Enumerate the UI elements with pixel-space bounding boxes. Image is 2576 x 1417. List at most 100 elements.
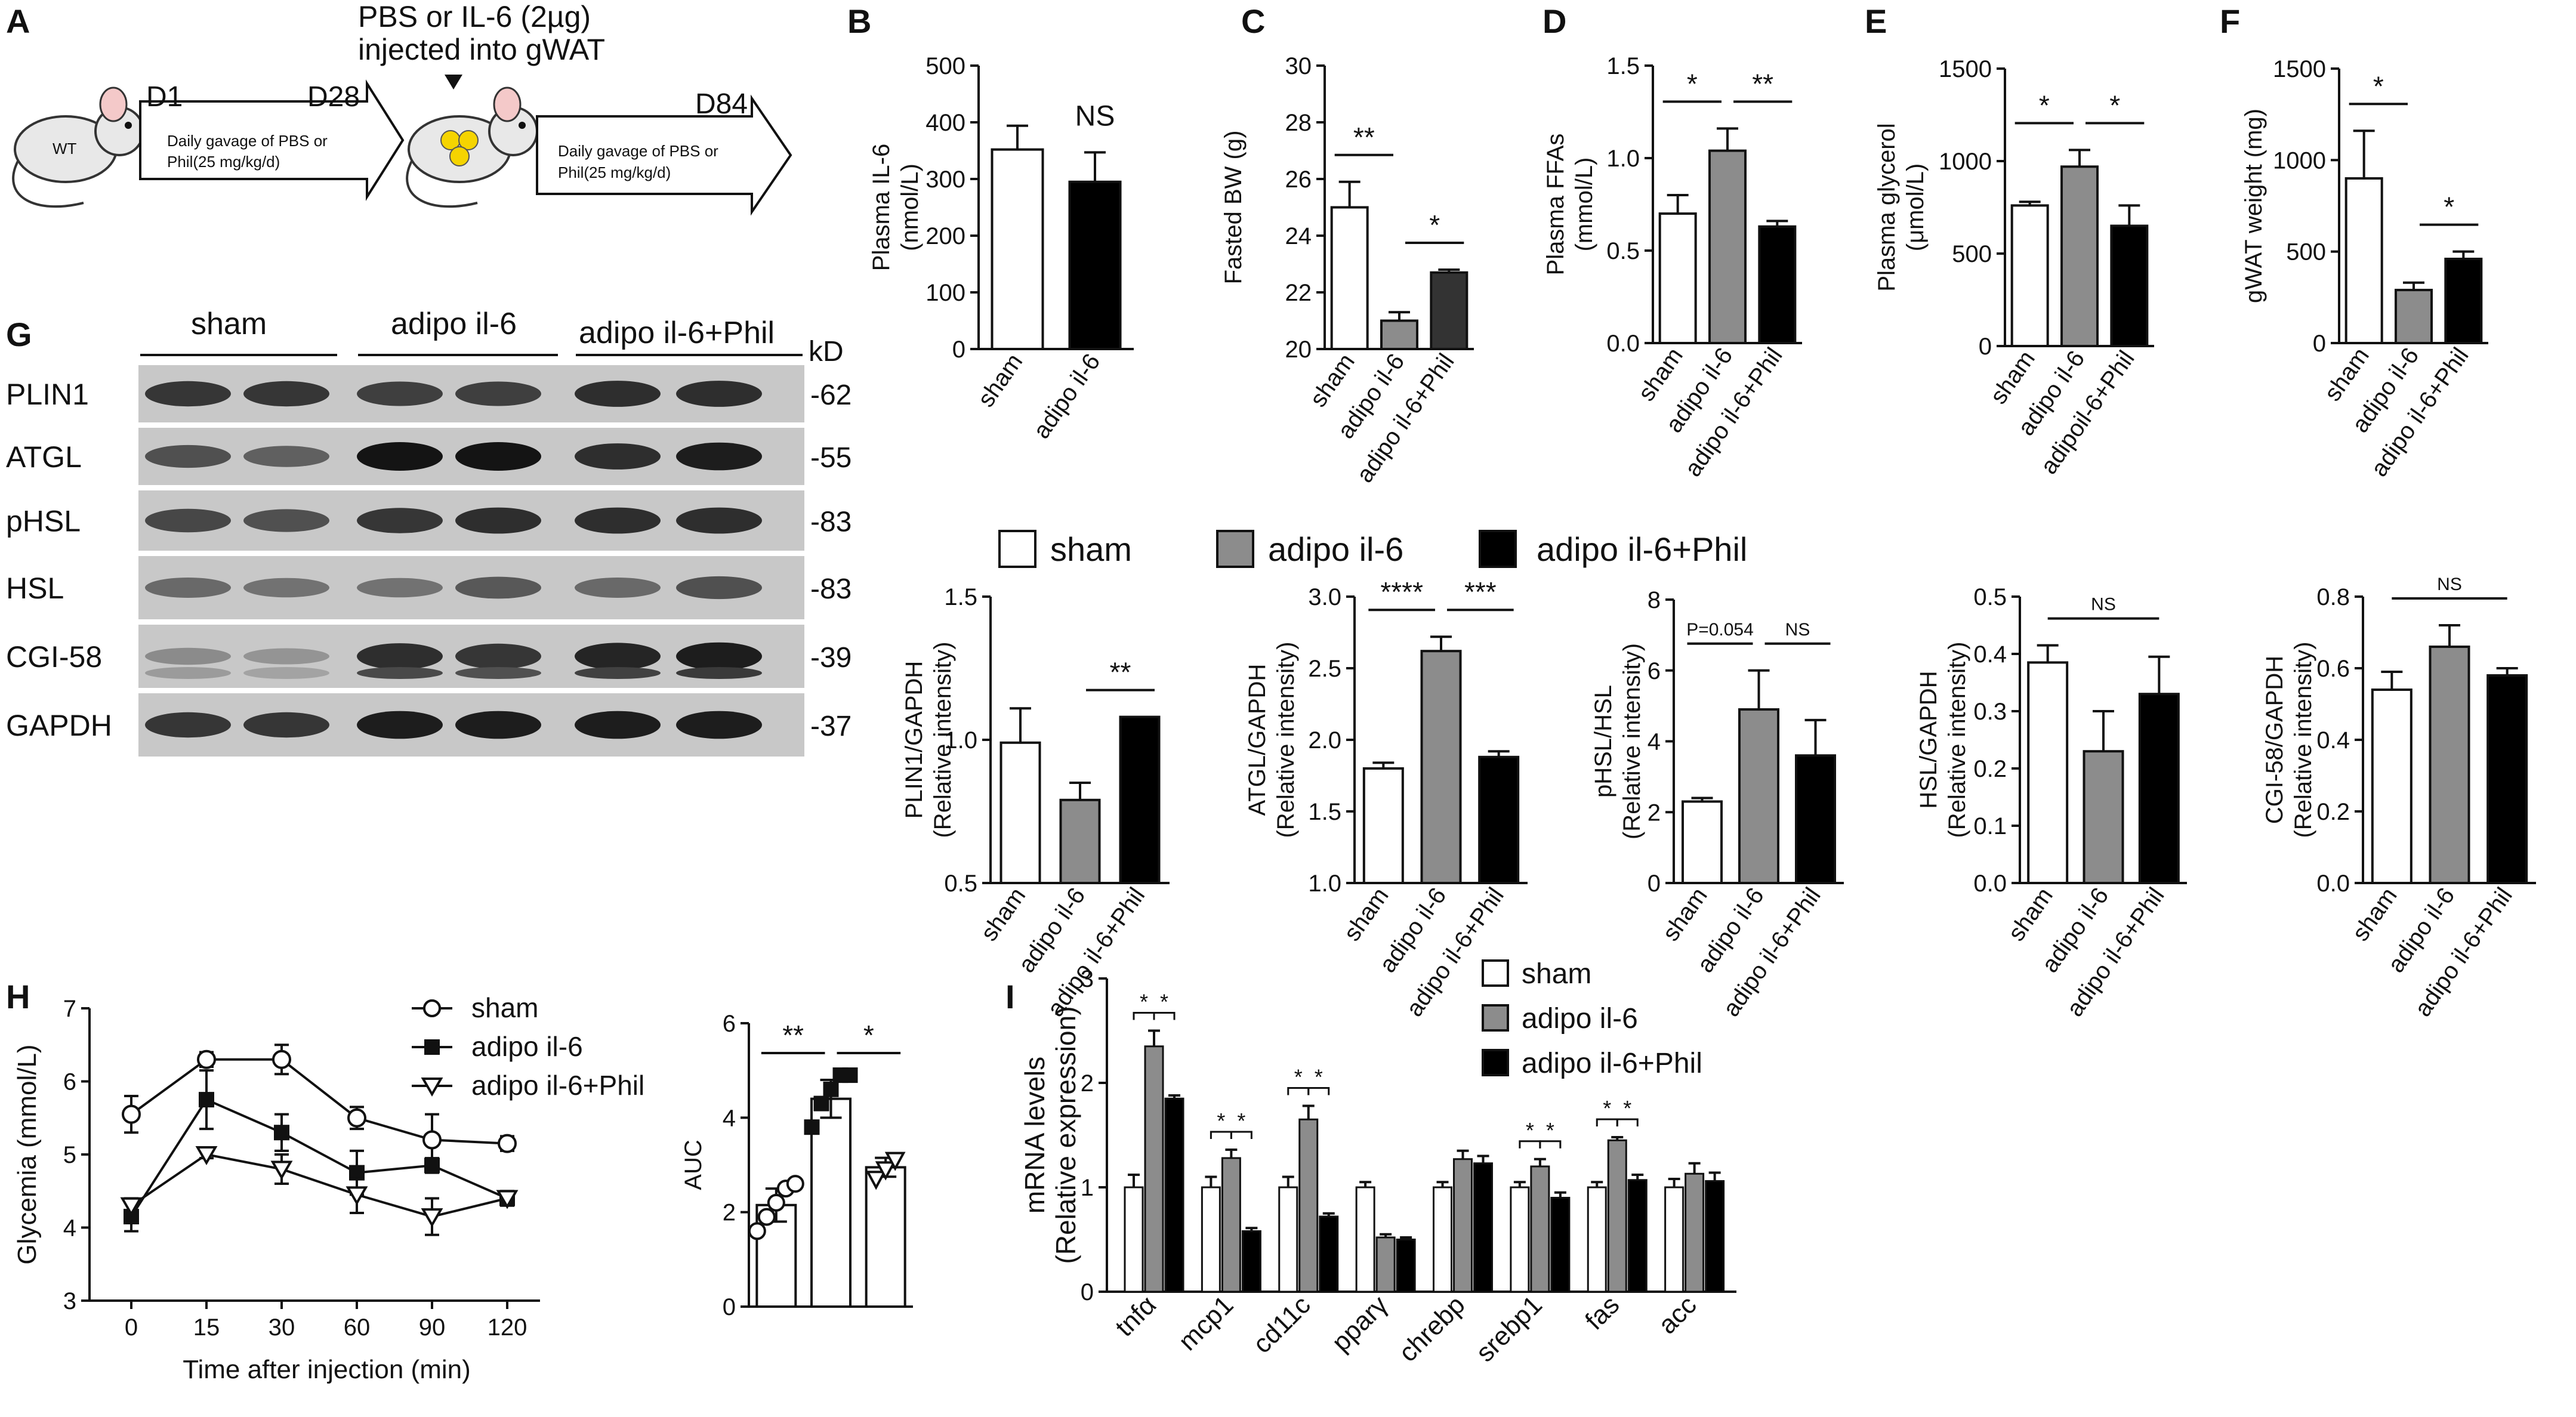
significance-label: * — [1526, 1118, 1534, 1143]
blot-band — [575, 578, 661, 598]
y-tick-label: 0 — [723, 1294, 736, 1320]
y-tick-label: 0.4 — [1973, 641, 2007, 668]
data-point — [813, 1095, 829, 1112]
legend-h: sham adipo il-6 adipo il-6+Phil — [412, 992, 644, 1101]
y-tick-label: 0 — [1648, 870, 1661, 897]
significance-bracket — [1230, 1131, 1252, 1139]
blot-band — [676, 711, 762, 739]
y-tick-label: 0.1 — [1973, 813, 2007, 839]
panel-g-blot: G sham adipo il-6 adipo il-6+Phil kD PLI… — [6, 307, 852, 759]
panel-letter-i: I — [1005, 978, 1015, 1015]
y-tick-label: 0.3 — [1973, 699, 2007, 725]
blot-band — [676, 667, 762, 679]
y-axis-label: Fasted BW (g) — [1220, 131, 1247, 285]
data-point — [122, 1104, 141, 1124]
significance-label: NS — [1785, 620, 1810, 640]
y-tick-label: 1 — [1081, 1175, 1094, 1201]
significance-label: * — [1429, 209, 1440, 240]
category-label: acc — [1653, 1290, 1702, 1339]
bar-c-2 — [1430, 271, 1469, 350]
data-point — [875, 1161, 896, 1181]
blot-band — [575, 711, 661, 739]
blot-band — [243, 667, 329, 679]
chart-b: B 0 100 200 300 400 500 Plasma IL-6 (nmol/L) sham… — [847, 2, 1134, 443]
y-tick-label: 500 — [925, 53, 965, 79]
day-label-d28: D28 — [307, 81, 360, 113]
y-tick-label: 1500 — [2273, 56, 2326, 82]
significance-label: *** — [1464, 576, 1497, 607]
category-label: sham — [1339, 883, 1394, 946]
blot-band — [455, 442, 541, 471]
panel-letter-d: D — [1542, 2, 1566, 40]
significance-label: * — [1217, 1109, 1225, 1133]
legend-i-sham: sham — [1522, 958, 1591, 990]
y-axis-label: mRNA levels — [1019, 1057, 1050, 1214]
series-line-2 — [130, 1153, 508, 1218]
blot-band — [145, 508, 231, 533]
y-axis-label: pHSL/HSL — [1590, 685, 1616, 798]
bar-i-6-2 — [1627, 1179, 1648, 1293]
y-axis-label: Glycemia (mmol/L) — [13, 1044, 42, 1264]
gavage-label-1b: Phil(25 mg/kg/d) — [167, 153, 280, 171]
blot-band — [145, 444, 231, 468]
legend-h-phil: adipo il-6+Phil — [471, 1070, 644, 1101]
significance-label: NS — [2437, 575, 2462, 594]
significance-label: * — [1546, 1118, 1554, 1143]
blot-band — [243, 712, 329, 738]
blot-band — [575, 381, 661, 407]
blot-band — [575, 443, 661, 470]
category-label: sham — [973, 349, 1028, 412]
timeline-arrow-2 — [536, 94, 792, 216]
category-label: chrebp — [1393, 1290, 1471, 1367]
chart-g2: 1.0 1.5 2.0 2.5 3.0 ATGL/GAPDH (Relative inten… — [1244, 576, 1528, 1021]
y-axis-label: AUC — [680, 1140, 707, 1190]
injection-label-line1: PBS or IL-6 (2µg) — [358, 0, 591, 33]
significance-label: * — [2373, 70, 2384, 101]
bar-g2-1 — [1420, 650, 1462, 884]
data-point — [498, 1134, 517, 1153]
bar-i-7-0 — [1664, 1186, 1685, 1293]
y-tick-label: 4 — [1648, 729, 1661, 755]
data-point — [786, 1175, 804, 1193]
bar-i-2-0 — [1278, 1186, 1298, 1293]
y-tick-label: 2 — [1648, 799, 1661, 826]
y-axis-label: (Relative intensity) — [1273, 641, 1299, 838]
significance-label: NS — [2091, 595, 2116, 615]
y-tick-label: 30 — [1285, 53, 1312, 79]
bar-d-1 — [1708, 149, 1747, 344]
blot-row-label: pHSL — [6, 505, 81, 538]
data-point — [274, 1125, 289, 1141]
y-tick-label: 2 — [723, 1200, 736, 1226]
data-point — [272, 1049, 291, 1069]
significance-label: * — [1687, 68, 1698, 99]
y-tick-label: 1000 — [1939, 149, 1992, 175]
significance-label: ** — [1353, 122, 1375, 153]
legend-middle: sham adipo il-6 adipo il-6+Phil — [998, 530, 1747, 568]
bar-i-6-0 — [1587, 1186, 1607, 1293]
y-tick-label: 2 — [1081, 1070, 1094, 1097]
y-axis-label: (mmol/L) — [1571, 158, 1597, 252]
blot-row-label: CGI-58 — [6, 640, 102, 674]
y-tick-label: 0.0 — [1973, 870, 2007, 897]
injection-arrowhead — [445, 75, 462, 89]
y-axis-label: gWAT weight (mg) — [2241, 109, 2267, 303]
bar-g2-2 — [1478, 755, 1520, 885]
significance-label: * — [2444, 192, 2454, 223]
blot-kd-label: -37 — [810, 711, 852, 742]
significance-label: * — [1623, 1096, 1631, 1120]
blot-group-phil: adipo il-6+Phil — [579, 316, 775, 350]
blot-band — [676, 442, 762, 471]
bar-i-2-1 — [1298, 1118, 1319, 1293]
y-tick-label: 4 — [63, 1215, 76, 1242]
blot-band — [676, 381, 762, 407]
day-label-d1: D1 — [146, 81, 183, 113]
legend-h-adipo: adipo il-6 — [471, 1031, 583, 1062]
bar-i-5-2 — [1550, 1197, 1571, 1293]
bar-b-0 — [991, 148, 1044, 350]
bar-i-1-2 — [1241, 1230, 1261, 1293]
significance-label: NS — [1075, 100, 1115, 132]
y-axis-label: ATGL/GAPDH — [1244, 664, 1270, 816]
data-point — [496, 1190, 519, 1209]
